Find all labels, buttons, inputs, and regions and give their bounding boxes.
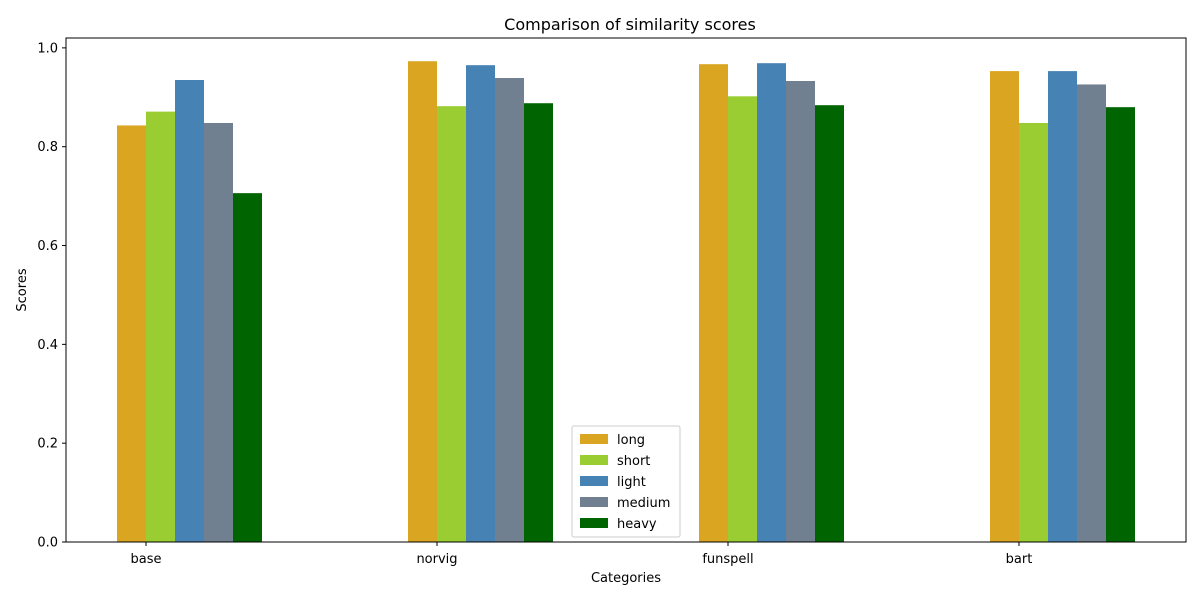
bar-light-bart — [1048, 71, 1077, 542]
y-axis-label: Scores — [15, 268, 30, 311]
bar-medium-norvig — [495, 78, 524, 542]
bar-short-base — [146, 111, 175, 542]
y-tick-label: 0.6 — [37, 239, 58, 254]
x-axis-label: Categories — [591, 571, 661, 586]
x-axis: base norvig funspell bart — [131, 542, 1033, 567]
x-tick-label: norvig — [416, 552, 457, 567]
legend-label-short: short — [617, 454, 650, 469]
legend-swatch-long — [580, 434, 608, 444]
legend-swatch-medium — [580, 497, 608, 507]
bar-short-bart — [1019, 122, 1048, 543]
bar-long-funspell — [699, 64, 728, 542]
bar-light-base — [175, 80, 204, 542]
bar-medium-funspell — [786, 80, 815, 543]
y-tick-label: 0.2 — [37, 437, 58, 452]
plot-frame — [65, 37, 1187, 543]
legend-box — [571, 425, 681, 538]
legend-swatch-heavy — [580, 518, 608, 528]
legend-label-heavy: heavy — [617, 517, 657, 532]
legend-swatch-short — [580, 455, 608, 465]
bars-group — [117, 61, 1135, 543]
y-axis: 0.0 0.2 0.4 0.6 0.8 1.0 — [37, 41, 66, 551]
legend-swatch-light — [580, 476, 608, 486]
bar-heavy-funspell — [815, 105, 844, 542]
bar-long-base — [117, 125, 146, 542]
legend-label-light: light — [617, 475, 646, 490]
bar-heavy-norvig — [524, 103, 553, 543]
bar-long-norvig — [408, 61, 437, 542]
bar-heavy-base — [233, 193, 262, 542]
chart-title: Comparison of similarity scores — [504, 15, 756, 34]
y-tick-label: 1.0 — [37, 41, 58, 56]
y-tick-label: 0.0 — [37, 536, 58, 551]
bar-short-funspell — [728, 96, 757, 543]
x-tick-label: bart — [1006, 552, 1033, 567]
y-tick-label: 0.8 — [37, 140, 58, 155]
bar-medium-base — [204, 122, 233, 543]
x-tick-label: base — [131, 552, 162, 567]
legend-label-long: long — [617, 433, 645, 448]
y-tick-label: 0.4 — [37, 338, 58, 353]
legend-label-medium: medium — [617, 496, 670, 511]
bar-heavy-bart — [1106, 107, 1135, 543]
x-tick-label: funspell — [702, 552, 753, 567]
bar-light-funspell — [757, 63, 786, 542]
legend: long short light medium heavy — [571, 425, 681, 538]
bar-long-bart — [990, 71, 1019, 542]
bar-medium-bart — [1077, 84, 1106, 543]
bar-light-norvig — [466, 65, 495, 543]
bar-short-norvig — [437, 106, 466, 542]
